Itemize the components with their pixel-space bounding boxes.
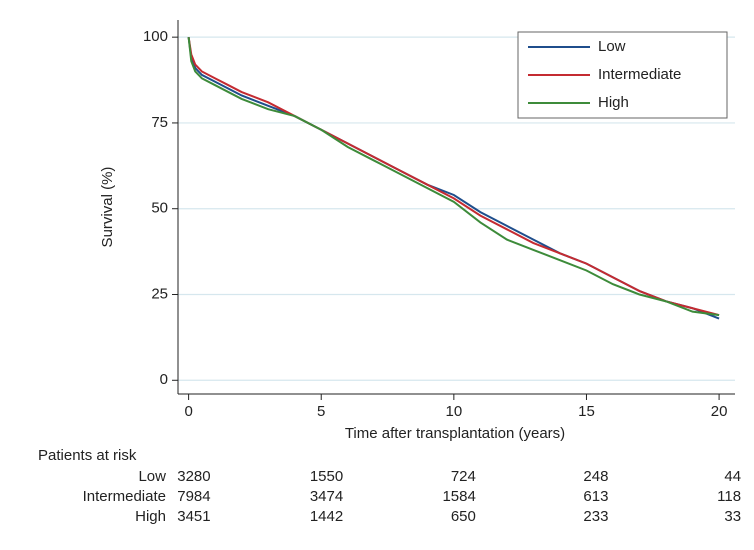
legend-label: Low (598, 38, 626, 55)
risk-row-label: Intermediate (83, 488, 166, 505)
x-tick-label: 10 (446, 403, 463, 420)
risk-row-label: High (135, 508, 166, 525)
risk-count: 3474 (310, 488, 343, 505)
risk-count: 724 (451, 468, 476, 485)
risk-count: 248 (583, 468, 608, 485)
risk-count: 1550 (310, 468, 343, 485)
risk-table-title: Patients at risk (38, 447, 137, 464)
y-tick-label: 0 (160, 371, 168, 388)
risk-count: 1584 (442, 488, 475, 505)
y-tick-label: 100 (143, 28, 168, 45)
risk-count: 7984 (177, 488, 210, 505)
x-tick-label: 15 (578, 403, 595, 420)
risk-count: 613 (583, 488, 608, 505)
y-tick-label: 25 (151, 285, 168, 302)
x-axis-label: Time after transplantation (years) (345, 425, 565, 442)
y-axis-label: Survival (%) (99, 167, 116, 248)
risk-row-label: Low (138, 468, 166, 485)
legend-label: High (598, 94, 629, 111)
x-tick-label: 20 (711, 403, 728, 420)
risk-count: 44 (724, 468, 741, 485)
risk-count: 3280 (177, 468, 210, 485)
survival-curve (187, 37, 720, 317)
risk-count: 3451 (177, 508, 210, 525)
risk-count: 650 (451, 508, 476, 525)
risk-count: 233 (583, 508, 608, 525)
x-tick-label: 0 (184, 403, 192, 420)
risk-count: 33 (724, 508, 741, 525)
survival-curve (187, 37, 720, 317)
y-tick-label: 75 (151, 114, 168, 131)
y-tick-label: 50 (151, 200, 168, 217)
risk-count: 118 (717, 488, 741, 505)
legend-label: Intermediate (598, 66, 681, 83)
risk-count: 1442 (310, 508, 343, 525)
x-tick-label: 5 (317, 403, 325, 420)
